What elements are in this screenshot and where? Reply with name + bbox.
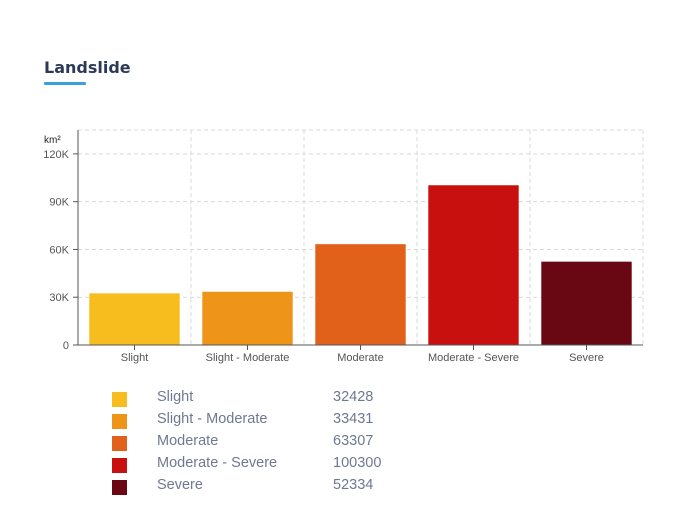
y-tick-label-3: 90K — [49, 197, 69, 209]
legend-label: Moderate — [157, 433, 219, 449]
legend-label: Slight — [157, 389, 194, 405]
legend-swatch — [112, 436, 127, 451]
chart-title: Landslide — [44, 58, 131, 77]
y-unit-label: km² — [44, 135, 61, 146]
legend-swatch — [112, 392, 127, 407]
bar-chart: 0 30K 60K 90K 120K km² Slight Slight - Moderate… — [43, 129, 644, 364]
legend-label: Moderate - Severe — [157, 455, 278, 471]
legend-value: 32428 — [333, 389, 374, 405]
y-tick-label-2: 60K — [49, 244, 69, 256]
bar-3 — [315, 244, 406, 345]
x-tick-label-5: Severe — [569, 352, 604, 364]
x-tick-label-3: Moderate — [337, 352, 383, 364]
x-tick-label-2: Slight - Moderate — [206, 352, 290, 364]
legend-item-1: Slight 32428 — [112, 389, 412, 411]
legend-value: 33431 — [333, 411, 374, 427]
legend-label: Slight - Moderate — [157, 411, 268, 427]
legend-swatch — [112, 414, 127, 429]
title-underline — [44, 82, 86, 85]
legend-swatch — [112, 458, 127, 473]
bar-5 — [541, 261, 632, 345]
bar-4 — [428, 185, 519, 345]
legend-label: Severe — [157, 477, 203, 493]
legend-item-2: Slight - Moderate 33431 — [112, 411, 412, 433]
legend-swatch — [112, 480, 127, 495]
legend-item-3: Moderate 63307 — [112, 433, 412, 455]
x-tick-label-4: Moderate - Severe — [428, 352, 519, 364]
bar-2 — [202, 291, 293, 345]
legend-value: 63307 — [333, 433, 374, 449]
y-tick-label-4: 120K — [43, 149, 69, 161]
legend-item-5: Severe 52334 — [112, 477, 412, 499]
y-tick-label-1: 30K — [49, 292, 69, 304]
legend-item-4: Moderate - Severe 100300 — [112, 455, 412, 477]
legend-value: 52334 — [333, 477, 374, 493]
x-tick-label-1: Slight — [121, 352, 149, 364]
legend-value: 100300 — [333, 455, 382, 471]
y-tick-label-0: 0 — [63, 340, 69, 352]
bar-1 — [89, 293, 180, 345]
legend: Slight 32428 Slight - Moderate 33431 Moderat… — [112, 389, 412, 499]
